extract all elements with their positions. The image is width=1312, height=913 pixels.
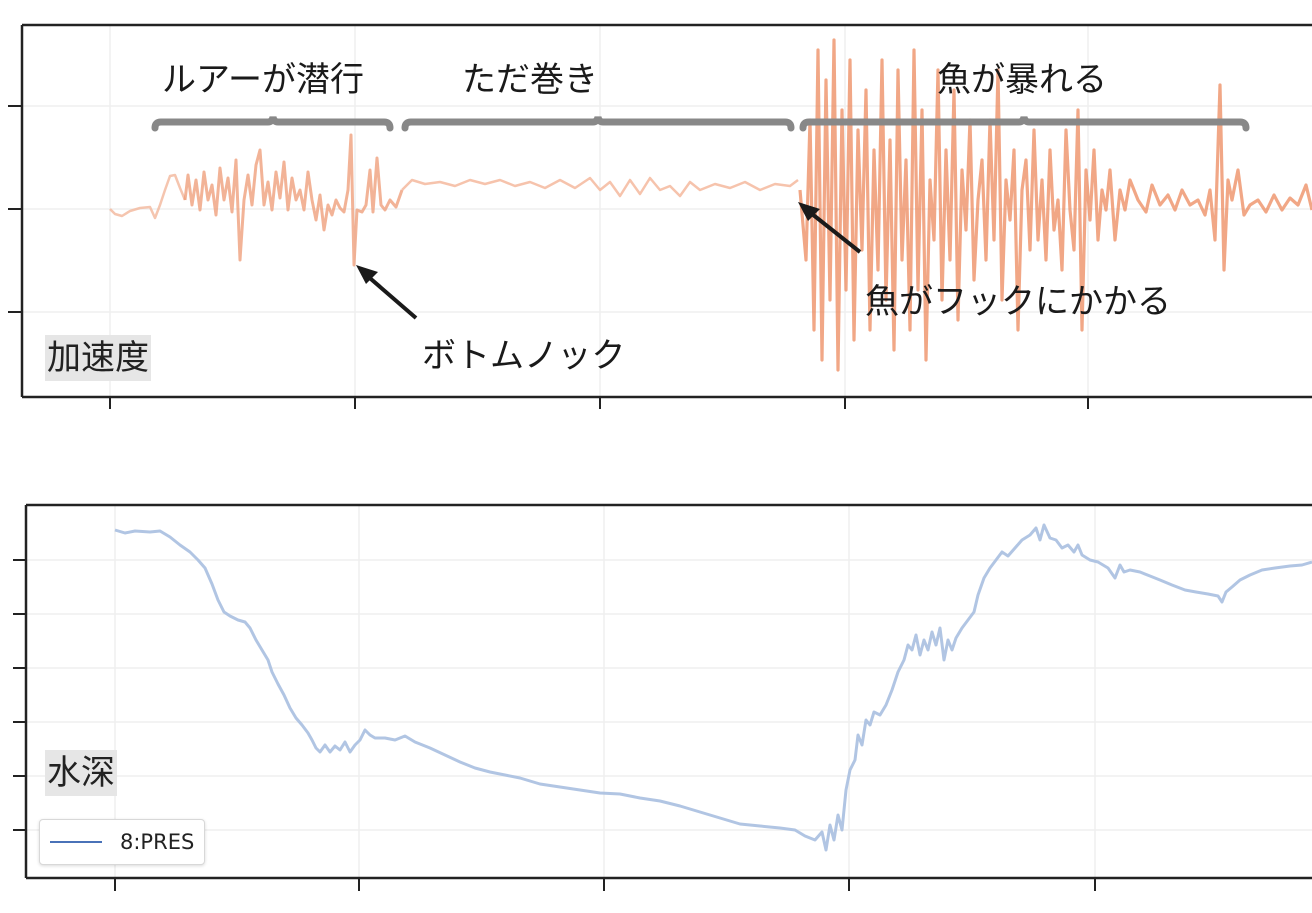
axis-ticks — [8, 105, 1089, 409]
axes-frame — [20, 23, 1312, 399]
arrow-bottom-knock — [362, 271, 418, 320]
brace-fish-fighting — [799, 116, 1250, 132]
segment-label-fish-fighting: 魚が暴れる — [937, 60, 1107, 100]
segment-label-steady-retrieve: ただ巻き — [462, 60, 598, 100]
acceleration-series — [109, 38, 1312, 372]
depth-panel: 水深 8:PRES — [0, 440, 1312, 913]
legend-line-swatch-icon — [50, 841, 102, 843]
annotation-hook: 魚がフックにかかる — [865, 282, 1171, 322]
annotation-arrows — [356, 202, 862, 320]
acceleration-plot — [8, 23, 1312, 409]
axes-frame — [24, 503, 1312, 880]
brace-lure-descent — [151, 116, 394, 132]
legend: 8:PRES — [39, 819, 206, 865]
arrow-head-icon — [798, 202, 820, 221]
segment-label-lure-descent: ルアーが潜行 — [162, 60, 364, 100]
acceleration-panel: ルアーが潜行 ただ巻き 魚が暴れる ボトムノック 魚がフックにかかる 加速度 — [0, 0, 1312, 440]
depth-plot — [13, 503, 1312, 891]
panel-tag-depth: 水深 — [45, 750, 117, 796]
arrow-hook — [805, 208, 862, 254]
panel-tag-acceleration: 加速度 — [45, 335, 151, 381]
axis-ticks — [13, 559, 1096, 891]
brace-steady-retrieve — [401, 116, 795, 132]
arrow-head-icon — [356, 265, 378, 284]
legend-label: 8:PRES — [120, 830, 195, 854]
segment-braces — [151, 116, 1250, 132]
grid-lines — [27, 506, 1312, 878]
annotation-bottom-knock: ボトムノック — [422, 336, 626, 376]
depth-series — [114, 523, 1312, 852]
